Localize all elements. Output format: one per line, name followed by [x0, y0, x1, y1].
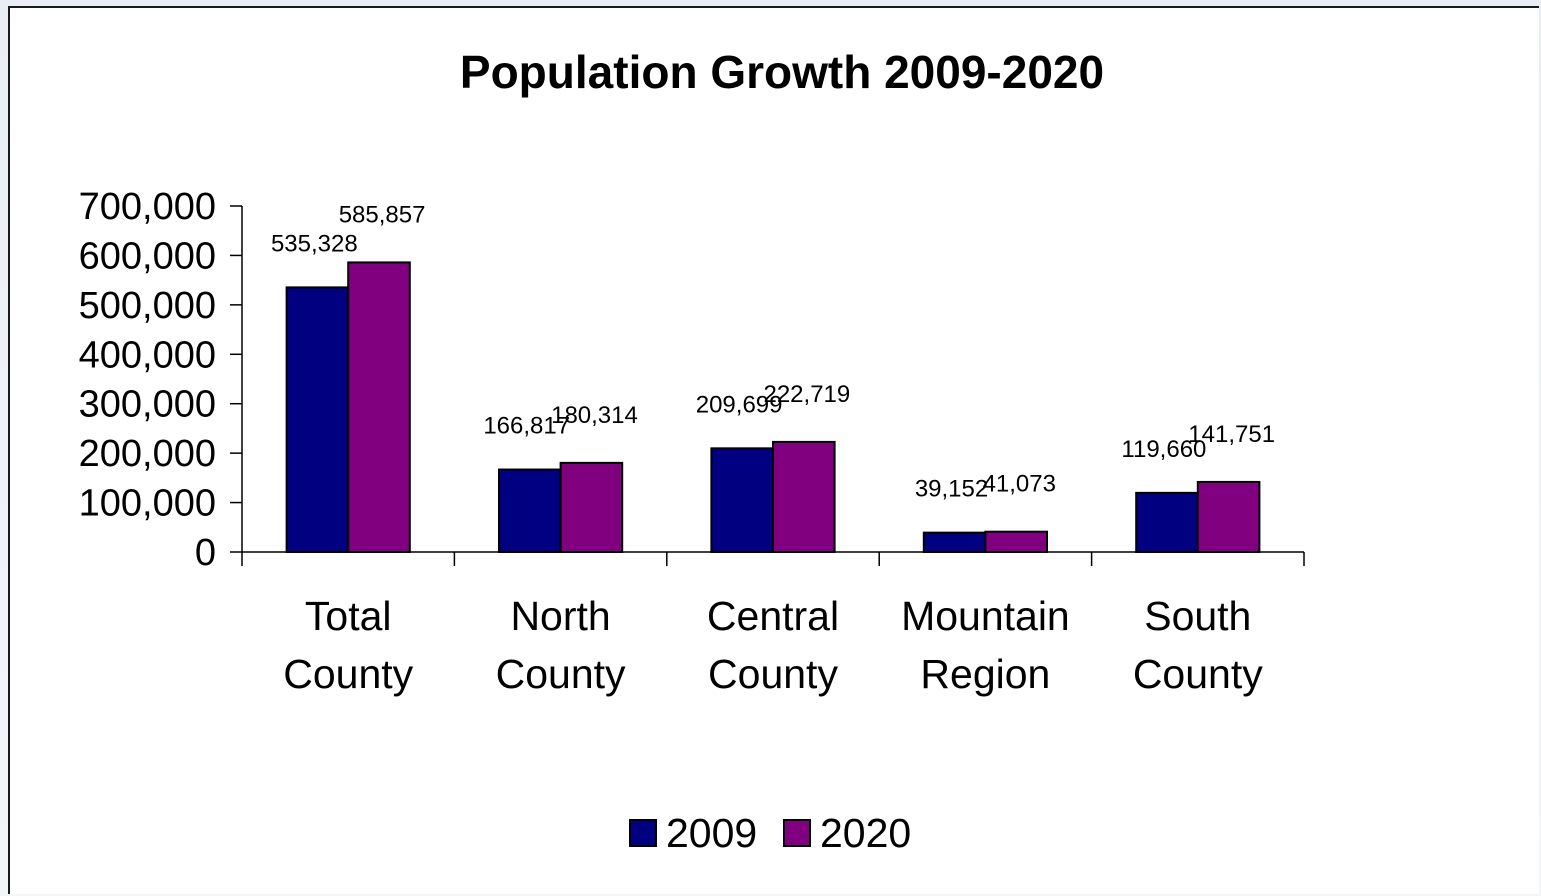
y-tick-label: 500,000 — [79, 285, 216, 327]
x-category-label: County — [1133, 651, 1263, 697]
x-category-label: North — [510, 593, 610, 639]
bar-2009 — [1135, 491, 1199, 553]
chart-frame: Population Growth 2009-2020 0 100,000 200,… — [8, 6, 1539, 894]
y-tick-label: 600,000 — [79, 235, 216, 277]
bar-2009 — [710, 447, 774, 554]
x-category-label: Central — [707, 593, 839, 639]
x-category-label: County — [283, 651, 413, 697]
legend-swatch-2009 — [629, 819, 657, 847]
bar-2020 — [1196, 480, 1261, 553]
y-tick-label: 300,000 — [79, 384, 216, 426]
data-label-2009: 39,152 — [915, 476, 988, 503]
y-tick-label: 200,000 — [79, 433, 216, 475]
y-tick-label: 700,000 — [79, 186, 216, 228]
population-bar-chart: Population Growth 2009-2020 0 100,000 200,… — [79, 46, 1305, 856]
data-label-2020: 141,751 — [1188, 421, 1275, 448]
bar-2009 — [922, 531, 987, 553]
data-label-2009: 209,699 — [696, 391, 783, 418]
x-category-label: County — [496, 651, 626, 697]
y-tick-label: 0 — [195, 532, 216, 574]
plot-area: 0 100,000 200,000 300,000 400,000 500,000 600,… — [79, 186, 1305, 697]
x-category-label: Mountain — [901, 593, 1070, 639]
legend: 2009 2020 — [629, 810, 911, 856]
bar-2020 — [984, 530, 1048, 553]
y-tick-label: 400,000 — [79, 334, 216, 376]
data-label-2020: 41,073 — [983, 471, 1056, 498]
legend-swatch-2020 — [783, 819, 811, 847]
bar-2020 — [772, 440, 836, 553]
bar-2020 — [559, 461, 624, 553]
y-tick-label: 100,000 — [79, 483, 216, 525]
bar-2020 — [347, 261, 411, 553]
chart-title: Population Growth 2009-2020 — [460, 46, 1104, 98]
x-category-label: Total — [305, 593, 392, 639]
data-label-2009: 166,817 — [483, 413, 570, 440]
data-label-2009: 119,660 — [1121, 436, 1206, 463]
data-label-2020: 222,719 — [763, 381, 850, 408]
data-label-2020: 585,857 — [339, 201, 426, 228]
legend-label-2009: 2009 — [666, 810, 757, 856]
bar-2009 — [498, 468, 562, 553]
data-label-2009: 535,328 — [271, 230, 358, 257]
bar-2009 — [285, 286, 350, 553]
x-category-label: South — [1144, 593, 1251, 639]
x-category-label: County — [708, 651, 838, 697]
data-label-2020: 180,314 — [551, 402, 638, 429]
x-category-label: Region — [920, 651, 1050, 697]
legend-label-2020: 2020 — [820, 810, 911, 856]
